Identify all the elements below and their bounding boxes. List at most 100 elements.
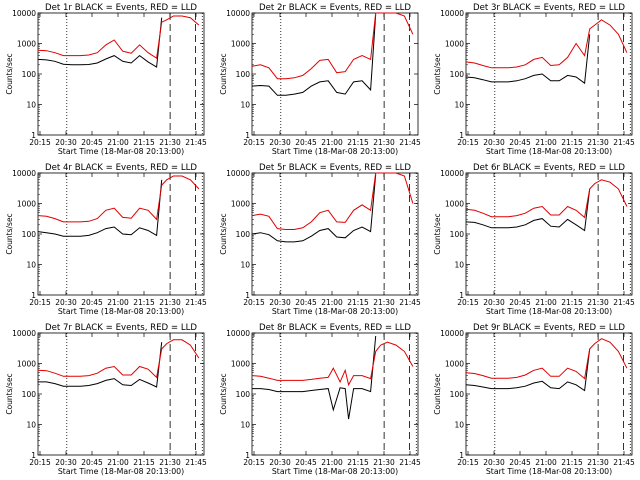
lld-series-line <box>465 179 628 219</box>
x-tick-label: 20:30 <box>269 458 291 467</box>
y-tick-label: 1 <box>459 451 464 460</box>
y-tick-label: 1000 <box>17 40 36 49</box>
events-series-line <box>465 34 591 85</box>
x-tick-label: 21:15 <box>347 458 369 467</box>
x-tick-label: 20:15 <box>29 298 51 307</box>
x-tick-label: 21:00 <box>321 458 343 467</box>
y-tick-label: 1000 <box>231 40 250 49</box>
y-tick-label: 10000 <box>440 329 464 338</box>
y-tick-label: 1000 <box>445 40 464 49</box>
chart-panel-7: Det 7r BLACK = Events, RED = LLD 1 10 100 10… <box>5 323 207 476</box>
x-tick-label: 21:30 <box>159 458 181 467</box>
plot-frame <box>251 12 419 136</box>
y-tick-label: 10 <box>454 421 464 430</box>
x-tick-label: 21:00 <box>321 138 343 147</box>
lld-series-line <box>251 172 414 230</box>
y-tick-label: 100 <box>236 230 251 239</box>
x-tick-label: 20:30 <box>269 138 291 147</box>
y-tick-label: 10 <box>454 261 464 270</box>
chart-title: Det 4r BLACK = Events, RED = LLD <box>45 163 197 173</box>
lld-series-line <box>251 341 414 387</box>
x-tick-label: 21:30 <box>587 458 609 467</box>
y-tick-label: 10 <box>454 101 464 110</box>
y-tick-label: 10 <box>240 421 250 430</box>
y-axis-title: Counts/sec <box>433 373 442 414</box>
x-tick-label: 21:45 <box>399 298 421 307</box>
chart-title: Det 9r BLACK = Events, RED = LLD <box>473 323 625 333</box>
chart-panel-2: Det 2r BLACK = Events, RED = LLD 1 10 100 10… <box>219 3 421 156</box>
events-series-line <box>251 14 377 96</box>
x-axis-title: Start Time (18-Mar-08 20:13:00) <box>58 467 184 476</box>
plot-frame <box>37 172 205 296</box>
x-tick-label: 20:30 <box>483 458 505 467</box>
x-tick-label: 21:00 <box>107 138 129 147</box>
y-tick-label: 1000 <box>445 360 464 369</box>
chart-panel-9: Det 9r BLACK = Events, RED = LLD 1 10 100 10… <box>433 323 635 476</box>
y-tick-label: 1000 <box>445 200 464 209</box>
y-tick-label: 10000 <box>12 169 36 178</box>
y-tick-label: 10000 <box>12 329 36 338</box>
x-tick-label: 21:45 <box>613 138 635 147</box>
x-tick-label: 21:45 <box>613 458 635 467</box>
y-tick-label: 100 <box>450 390 465 399</box>
lld-series-line <box>465 338 628 380</box>
y-tick-label: 1 <box>31 131 36 140</box>
y-tick-label: 1 <box>459 131 464 140</box>
x-tick-label: 21:00 <box>107 298 129 307</box>
y-tick-label: 1000 <box>17 360 36 369</box>
y-axis-title: Counts/sec <box>219 213 228 254</box>
lld-series-line <box>37 339 200 379</box>
y-tick-label: 1000 <box>17 200 36 209</box>
y-tick-label: 1 <box>245 131 250 140</box>
x-tick-label: 20:45 <box>509 138 531 147</box>
x-tick-label: 20:15 <box>29 138 51 147</box>
chart-panel-6: Det 6r BLACK = Events, RED = LLD 1 10 100 10… <box>433 163 635 316</box>
x-tick-label: 21:30 <box>587 298 609 307</box>
y-axis-title: Counts/sec <box>5 213 14 254</box>
x-axis-title: Start Time (18-Mar-08 20:13:00) <box>58 147 184 156</box>
x-tick-label: 21:15 <box>561 298 583 307</box>
events-series-line <box>251 174 377 243</box>
x-tick-label: 21:30 <box>587 138 609 147</box>
x-tick-label: 21:45 <box>185 138 207 147</box>
x-tick-label: 21:45 <box>613 298 635 307</box>
x-tick-label: 20:45 <box>509 458 531 467</box>
plot-frame <box>251 332 419 456</box>
plot-frame <box>465 172 633 296</box>
chart-title: Det 5r BLACK = Events, RED = LLD <box>259 163 411 173</box>
chart-title: Det 7r BLACK = Events, RED = LLD <box>45 323 197 333</box>
chart-panel-3: Det 3r BLACK = Events, RED = LLD 1 10 100 10… <box>433 3 635 156</box>
x-tick-label: 20:15 <box>243 138 265 147</box>
x-tick-label: 21:30 <box>373 138 395 147</box>
x-tick-label: 21:45 <box>185 298 207 307</box>
x-tick-label: 20:30 <box>55 138 77 147</box>
y-tick-label: 10 <box>240 261 250 270</box>
lld-series-line <box>251 12 414 80</box>
x-tick-label: 20:30 <box>483 298 505 307</box>
y-tick-label: 10000 <box>440 9 464 18</box>
y-axis-title: Counts/sec <box>5 373 14 414</box>
x-axis-title: Start Time (18-Mar-08 20:13:00) <box>486 307 612 316</box>
x-tick-label: 20:45 <box>81 298 103 307</box>
lld-series-line <box>37 175 200 223</box>
events-series-line <box>37 17 163 68</box>
x-tick-label: 20:45 <box>81 138 103 147</box>
x-tick-label: 20:15 <box>457 458 479 467</box>
y-tick-label: 100 <box>22 390 37 399</box>
y-tick-label: 100 <box>236 70 251 79</box>
plot-frame <box>37 332 205 456</box>
x-tick-label: 20:45 <box>509 298 531 307</box>
x-tick-label: 20:15 <box>243 298 265 307</box>
x-tick-label: 21:30 <box>373 458 395 467</box>
x-axis-title: Start Time (18-Mar-08 20:13:00) <box>486 147 612 156</box>
plot-frame <box>465 332 633 456</box>
x-axis-title: Start Time (18-Mar-08 20:13:00) <box>272 307 398 316</box>
y-tick-label: 10000 <box>226 329 250 338</box>
y-axis-title: Counts/sec <box>219 53 228 94</box>
y-tick-label: 10 <box>26 101 36 110</box>
y-axis-title: Counts/sec <box>219 373 228 414</box>
x-axis-title: Start Time (18-Mar-08 20:13:00) <box>486 467 612 476</box>
x-tick-label: 21:15 <box>347 298 369 307</box>
chart-panel-5: Det 5r BLACK = Events, RED = LLD 1 10 100 10… <box>219 163 421 316</box>
